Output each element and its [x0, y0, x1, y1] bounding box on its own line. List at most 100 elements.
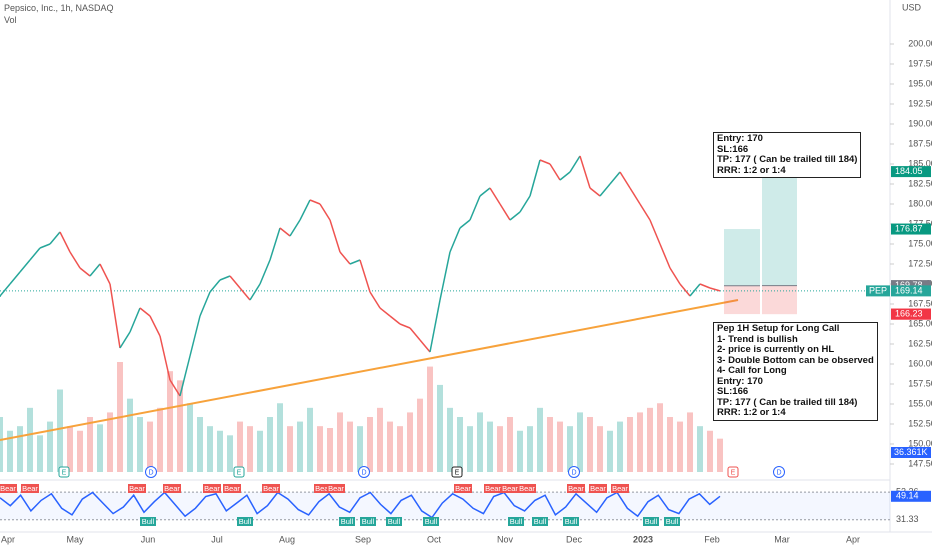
- price-segment: [569, 155, 581, 173]
- bear-label: Bear: [263, 484, 279, 493]
- price-segment: [69, 251, 81, 269]
- price-segment: [689, 283, 701, 297]
- price-segment: [659, 243, 671, 269]
- volume-bar: [547, 417, 553, 472]
- bear-label: Bear: [204, 484, 220, 493]
- price-segment: [699, 283, 711, 289]
- profit-zone: [724, 229, 760, 286]
- y-tick-label: 177.50: [908, 218, 932, 228]
- x-tick-label: Apr: [1, 534, 15, 544]
- volume-bar: [707, 430, 713, 472]
- volume-bar: [297, 421, 303, 472]
- price-segment: [59, 231, 71, 253]
- loss-zone: [724, 285, 760, 315]
- volume-badge-label: 36.361K: [894, 447, 928, 457]
- price-segment: [389, 315, 401, 325]
- price-segment: [309, 199, 321, 205]
- symbol-badge: [866, 285, 890, 297]
- price-segment: [539, 159, 551, 165]
- price-segment: [629, 187, 641, 205]
- price-badge-label: 184.05: [895, 166, 923, 176]
- y-tick-label: 147.50: [908, 458, 932, 468]
- volume-bar: [27, 407, 33, 472]
- event-label: E: [455, 469, 460, 476]
- volume-bar: [137, 417, 143, 472]
- volume-bar: [77, 430, 83, 472]
- volume-bar: [687, 412, 693, 472]
- bear-label: Bear: [129, 484, 145, 493]
- bear-tag: [223, 484, 241, 493]
- event-label: E: [731, 469, 736, 476]
- bear-label: Bear: [0, 484, 16, 493]
- price-segment: [599, 183, 611, 197]
- bear-label: Bear: [315, 484, 331, 493]
- bear-tag: [501, 484, 519, 493]
- x-tick-label: May: [66, 534, 84, 544]
- y-tick-label: 172.50: [908, 258, 932, 268]
- price-segment: [609, 171, 621, 185]
- price-segment: [289, 219, 301, 237]
- volume-bar: [527, 426, 533, 472]
- volume-bar: [457, 417, 463, 472]
- price-segment: [209, 279, 221, 293]
- price-segment: [519, 195, 531, 213]
- bear-label: Bear: [519, 484, 535, 493]
- bear-tag: [611, 484, 629, 493]
- bear-tag: [567, 484, 585, 493]
- event-icon: [58, 466, 70, 478]
- price-segment: [49, 231, 61, 245]
- price-segment: [329, 219, 341, 253]
- price-segment: [489, 187, 501, 205]
- volume-bar: [227, 435, 233, 472]
- bull-tag: [664, 517, 680, 526]
- x-tick-label: Jun: [141, 534, 156, 544]
- event-icon: [451, 466, 463, 478]
- price-segment: [429, 299, 441, 353]
- price-badge-label: 176.87: [895, 223, 923, 233]
- x-tick-label: Apr: [846, 534, 860, 544]
- price-segment: [29, 247, 41, 261]
- bull-label: Bull: [645, 517, 658, 526]
- price-segment: [229, 275, 241, 289]
- event-label: E: [62, 469, 67, 476]
- last-price-badge: [891, 285, 931, 297]
- price-segment: [529, 159, 541, 197]
- volume-bar: [477, 412, 483, 472]
- volume-bar: [427, 366, 433, 472]
- price-segment: [479, 187, 491, 197]
- bull-tag: [563, 517, 579, 526]
- y-tick-label: 152.50: [908, 418, 932, 428]
- volume-bar: [307, 407, 313, 472]
- volume-bar: [277, 403, 283, 472]
- volume-bar: [337, 412, 343, 472]
- volume-bar: [387, 421, 393, 472]
- volume-label: Vol: [4, 15, 17, 25]
- x-tick-label: Aug: [279, 534, 295, 544]
- y-tick-label: 162.50: [908, 338, 932, 348]
- volume-bar: [367, 417, 373, 472]
- price-badge: [891, 308, 931, 320]
- price-segment: [419, 339, 431, 353]
- rsi-tick-label: 31.33: [896, 514, 919, 524]
- x-tick-label: Feb: [704, 534, 720, 544]
- volume-bar: [657, 403, 663, 472]
- bear-tag: [203, 484, 221, 493]
- price-segment: [139, 307, 151, 317]
- volume-bar: [467, 426, 473, 472]
- price-segment: [649, 219, 661, 245]
- volume-bar: [407, 412, 413, 472]
- price-segment: [459, 219, 471, 229]
- price-segment: [709, 287, 721, 292]
- bear-tag: [454, 484, 472, 493]
- event-label: D: [776, 469, 781, 476]
- bull-tag: [508, 517, 524, 526]
- price-segment: [9, 271, 21, 285]
- bull-tag: [643, 517, 659, 526]
- price-segment: [399, 323, 411, 329]
- symbol-label: PEP: [869, 285, 887, 295]
- volume-bar: [377, 407, 383, 472]
- price-segment: [129, 307, 141, 333]
- price-badge: [891, 166, 931, 178]
- volume-badge: [891, 447, 931, 458]
- profit-zone: [762, 171, 797, 286]
